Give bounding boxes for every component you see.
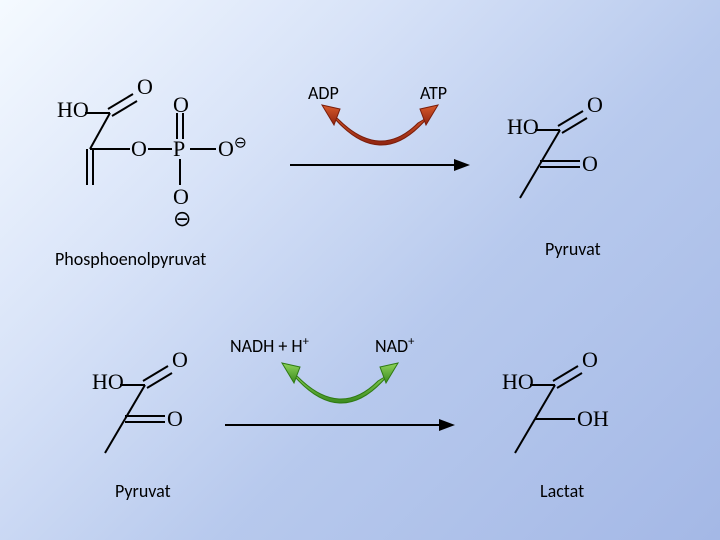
pep-ho: HO [57,99,89,121]
reaction1-coupling-arrow [310,105,450,165]
pyr-top-ho: HO [507,116,539,138]
reaction2-coupling-arrow [270,363,410,423]
pep-o-carbonyl: O [137,76,153,98]
label-lactate: Lactat [540,480,584,502]
lac-o1: O [582,349,598,371]
label-atp: ATP [420,82,447,104]
pyr-top-o1: O [587,94,603,116]
pyr-bot-o2: O [167,408,183,430]
pep-o-right: O⊖ [218,138,247,160]
pep-o-dbl: O [173,94,189,116]
label-pyruvate-top: Pyruvat [545,238,601,260]
pyr-top-o2: O [582,153,598,175]
label-nadh: NADH + H+ [230,335,309,357]
label-phosphoenolpyruvate: Phosphoenolpyruvat [55,248,206,270]
lac-oh: OH [577,408,609,430]
label-adp: ADP [308,82,339,104]
pep-o-bridge: O [131,138,147,160]
lac-ho: HO [502,371,534,393]
pyr-bot-o1: O [172,349,188,371]
pyr-bot-ho: HO [92,371,124,393]
pep-p: P [173,138,185,160]
pep-o-down: O⊖ [173,186,191,230]
label-nad: NAD+ [375,335,414,357]
label-pyruvate-bottom: Pyruvat [115,480,171,502]
